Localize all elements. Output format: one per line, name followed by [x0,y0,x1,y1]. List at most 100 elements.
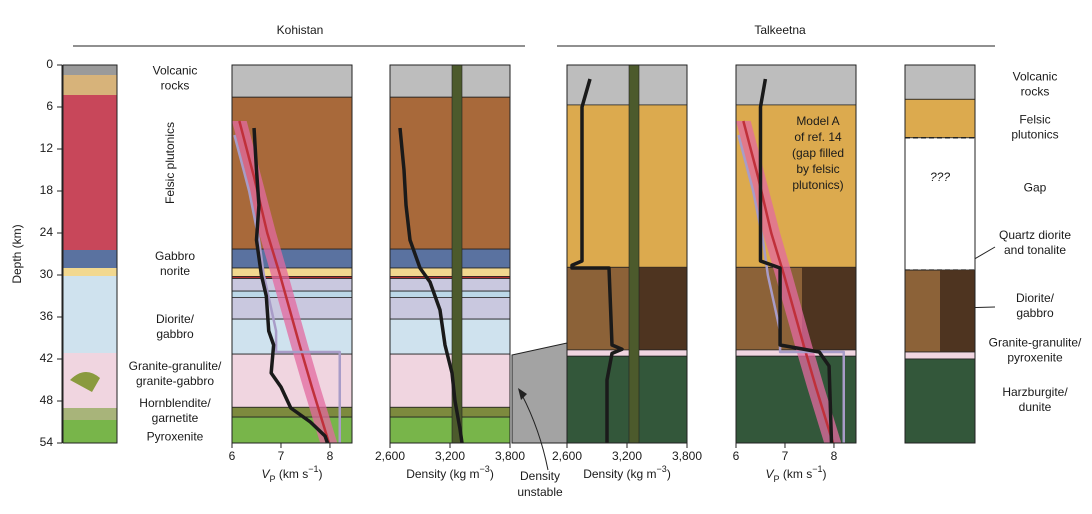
layer-label: garnetite [152,411,199,425]
model-note: by felsic [796,162,839,176]
y-tick-label: 24 [40,225,54,239]
panel-frame [735,64,857,444]
y-tick-label: 0 [46,57,53,71]
layer [231,248,353,269]
layer [735,355,857,444]
layer [389,278,511,292]
density-note: Density [520,469,560,483]
layer-label: Harzburgite/ [1002,385,1068,399]
group-title: Kohistan [277,23,324,37]
y-tick-label: 12 [40,141,54,155]
x-axis-label-part: ) [490,467,494,481]
y-axis-label: Depth (km) [10,224,24,283]
layer-label: rocks [161,79,190,93]
x-tick-label: 2,600 [375,449,405,463]
profile-line [758,78,834,444]
y-tick-label: 36 [40,309,54,323]
kohistan-log-column [62,64,118,444]
layer-right [940,270,975,352]
x-axis-label-part: −1 [308,464,318,474]
layer-label: Diorite/ [156,312,195,326]
layer [389,406,511,418]
x-axis-label-part: (km s [780,467,813,481]
reference-bar [628,64,640,444]
layer-label: gabbro [1016,306,1054,320]
x-tick-label: 3,200 [435,449,465,463]
x-axis-label-part: ) [822,467,826,481]
profile-line [737,134,846,443]
x-axis-label-part: P [270,474,276,484]
profile-line [252,127,330,444]
layer-label: Diorite/ [1016,291,1055,305]
profile-line [742,120,835,444]
layer [389,296,511,320]
layer-label: norite [160,264,190,278]
arrow [521,394,549,471]
panel-frame [231,64,353,444]
layer-label: Volcanic [153,64,198,78]
layer [904,98,976,139]
uncertainty-band [736,121,842,443]
layer [735,64,857,106]
layer [389,248,511,269]
y-tick-label: 42 [40,351,54,365]
x-axis-label-part: −3 [657,464,667,474]
x-tick-label: 8 [327,449,334,463]
layer-label: Hornblendite/ [139,396,211,410]
x-axis-label-part: P [774,474,780,484]
gap-mark: ??? [930,170,950,184]
layer [231,353,353,408]
model-note: Model A [796,114,839,128]
model-note: plutonics) [792,178,843,192]
layer-label: Gap [1024,180,1047,194]
layer-label: plutonics [1011,128,1058,142]
model-note: of ref. 14 [794,130,842,144]
x-axis-label-part: −1 [812,464,822,474]
group-title: Talkeetna [754,23,806,37]
layer [389,290,511,298]
layer-label: Granite-granulite/ [129,359,222,373]
x-axis-label: Density (kg m−3) [583,464,671,481]
layer [904,358,976,444]
x-axis-label-part: −3 [480,464,490,474]
layer [389,318,511,355]
x-tick-label: 8 [831,449,838,463]
layer-label: Volcanic [1013,69,1058,83]
layer-label: and tonalite [1004,243,1066,257]
layer-right [633,267,687,350]
layer-label: Gabbro [155,249,195,263]
profile-line [398,127,464,444]
density-note: unstable [517,485,563,499]
x-axis-label: VP (km s−1) [262,464,323,484]
layer-label: Quartz diorite [999,228,1071,242]
layer [231,64,353,98]
layer [231,267,353,277]
x-axis-label-part: V [262,467,271,481]
x-axis-label-part: ) [667,467,671,481]
layer-label: pyroxenite [1007,350,1063,364]
layer [904,351,976,360]
x-axis-label-part: Density (kg m [406,467,479,481]
layer-label: Pyroxenite [147,430,204,444]
layer-label: gabbro [156,327,194,341]
layer-label: dunite [1019,400,1052,414]
layer [389,267,511,277]
x-tick-label: 3,800 [495,449,525,463]
x-axis-label-part: Density (kg m [583,467,656,481]
y-tick-label: 6 [46,99,53,113]
layer-label: granite-gabbro [136,374,214,388]
x-tick-label: 7 [782,449,789,463]
layer [389,64,511,98]
layer-label: Felsic plutonics [163,122,177,204]
profile-line [238,120,331,444]
x-axis-label-part: ) [318,467,322,481]
x-axis-label-part: (km s [276,467,309,481]
arrow-head [518,388,527,400]
x-tick-label: 6 [733,449,740,463]
layer [566,349,688,357]
y-tick-label: 48 [40,393,54,407]
x-tick-label: 3,200 [612,449,642,463]
model-note: (gap filled [792,146,844,160]
layer [566,104,688,268]
